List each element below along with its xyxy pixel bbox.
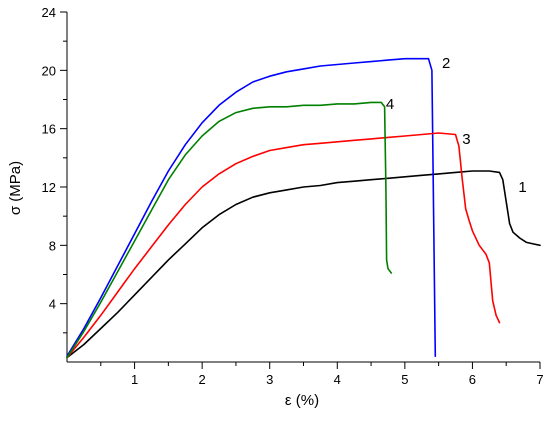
- y-tick-label: 12: [42, 180, 56, 195]
- y-tick-label: 24: [42, 5, 56, 20]
- x-tick-label: 6: [469, 372, 476, 387]
- series-3-line: [66, 132, 501, 359]
- x-tick-label: 3: [266, 372, 273, 387]
- y-tick-label: 8: [49, 238, 56, 253]
- curve-labels: 1 2 3 4: [386, 55, 527, 196]
- y-tick-label: 16: [42, 122, 56, 137]
- x-tick-label: 4: [334, 372, 341, 387]
- y-axis-title: σ (MPa): [7, 161, 24, 215]
- series-4-label: 4: [386, 96, 394, 113]
- series-2-line: [66, 57, 437, 358]
- x-tick-label: 5: [401, 372, 408, 387]
- series-3-label: 3: [462, 131, 470, 148]
- x-tick-label: 1: [131, 372, 138, 387]
- series-1-line: [66, 170, 541, 359]
- y-tick-label: 4: [49, 297, 56, 312]
- x-tick-label: 7: [536, 372, 543, 387]
- x-axis-title: ε (%): [285, 392, 319, 409]
- series-4-line: [66, 101, 393, 359]
- x-tick-label: 2: [199, 372, 206, 387]
- y-tick-label: 20: [42, 63, 56, 78]
- series-1-label: 1: [518, 179, 526, 196]
- series-lines: [66, 57, 541, 359]
- series-2-label: 2: [442, 55, 450, 72]
